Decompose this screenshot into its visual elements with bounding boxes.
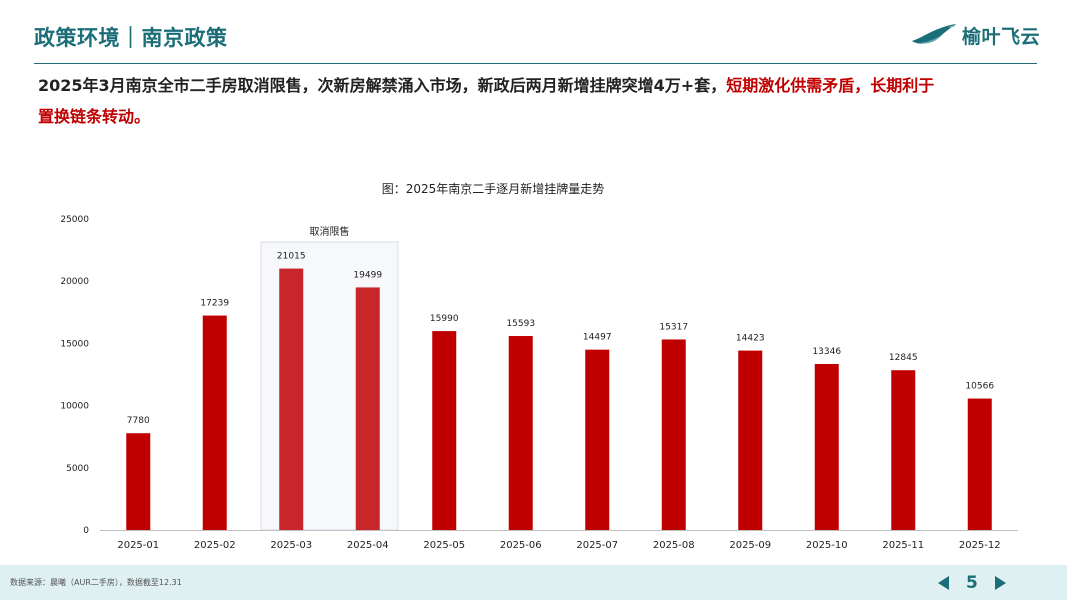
y-tick-label: 5000: [66, 464, 89, 474]
page-title: 政策环境｜南京政策: [34, 26, 228, 50]
bar-value-label: 10566: [965, 382, 994, 392]
y-tick-label: 0: [83, 526, 89, 536]
summary-main: 2025年3月南京全市二手房取消限售，次新房解禁涌入市场，新政后两月新增挂牌突增…: [38, 76, 727, 95]
pager: 5: [938, 570, 1006, 595]
bird-logo-icon: [912, 24, 956, 44]
bar-value-label: 19499: [353, 270, 382, 280]
bar-value-label: 15990: [430, 314, 459, 324]
bar-chart: 取消限售 图：2025年南京二手逐月新增挂牌量走势 0 5000 10000 15000 2…: [60, 181, 1018, 551]
bar: [202, 315, 227, 530]
y-tick-label: 25000: [60, 215, 89, 225]
y-tick-label: 15000: [60, 339, 89, 349]
chart-area: 取消限售 图：2025年南京二手逐月新增挂牌量走势 0 5000 10000 15000 2…: [0, 175, 1067, 565]
next-page-icon[interactable]: [994, 575, 1006, 590]
bar-value-label: 15317: [659, 322, 688, 332]
x-tick-label: 2025-10: [806, 540, 848, 551]
x-tick-label: 2025-02: [194, 540, 236, 551]
header: 政策环境｜南京政策 榆叶飞云: [0, 0, 1067, 64]
footer: 数据来源：晨曦（AUR二手房），数据截至12.31 5: [0, 565, 1067, 600]
x-tick-label: 2025-09: [729, 540, 771, 551]
summary-tail: 置换链条转动。: [38, 107, 151, 126]
bar: [738, 350, 763, 530]
bar: [508, 336, 533, 530]
bar-value-label: 7780: [127, 416, 150, 426]
summary-highlight: 短期激化供需矛盾，长期利于: [726, 76, 935, 95]
bar-value-label: 13346: [812, 347, 841, 357]
bar: [126, 433, 151, 530]
summary-text: 2025年3月南京全市二手房取消限售，次新房解禁涌入市场，新政后两月新增挂牌突增…: [38, 70, 1038, 132]
x-tick-label: 2025-06: [500, 540, 542, 551]
bar: [355, 287, 380, 530]
x-tick-label: 2025-03: [270, 540, 312, 551]
x-tick-label: 2025-08: [653, 540, 695, 551]
y-tick-label: 10000: [60, 402, 89, 412]
x-tick-label: 2025-11: [882, 540, 924, 551]
bar: [814, 363, 839, 530]
annotation-label: 取消限售: [310, 225, 350, 238]
bar: [891, 370, 916, 530]
logo-text: 榆叶飞云: [962, 25, 1041, 48]
bar-value-label: 17239: [200, 299, 229, 309]
bar-value-label: 15593: [506, 319, 535, 329]
bar: [661, 339, 686, 530]
chart-title: 图：2025年南京二手逐月新增挂牌量走势: [382, 181, 605, 196]
x-tick-label: 2025-12: [959, 540, 1001, 551]
bar-value-label: 14423: [736, 334, 765, 344]
x-tick-label: 2025-04: [347, 540, 389, 551]
bar: [967, 398, 992, 530]
bar-value-label: 14497: [583, 333, 612, 343]
page-number: 5: [966, 572, 978, 593]
bar: [585, 349, 610, 530]
bar-value-label: 12845: [889, 353, 918, 363]
x-tick-label: 2025-07: [576, 540, 618, 551]
header-divider: [34, 63, 1037, 64]
prev-page-icon[interactable]: [938, 575, 949, 590]
y-tick-label: 20000: [60, 277, 89, 287]
logo: 榆叶飞云: [910, 18, 1045, 52]
bar: [279, 268, 304, 530]
x-tick-label: 2025-01: [117, 540, 159, 551]
bar: [432, 331, 457, 530]
data-source: 数据来源：晨曦（AUR二手房），数据截至12.31: [10, 578, 182, 587]
x-tick-label: 2025-05: [423, 540, 465, 551]
bar-value-label: 21015: [277, 252, 306, 262]
